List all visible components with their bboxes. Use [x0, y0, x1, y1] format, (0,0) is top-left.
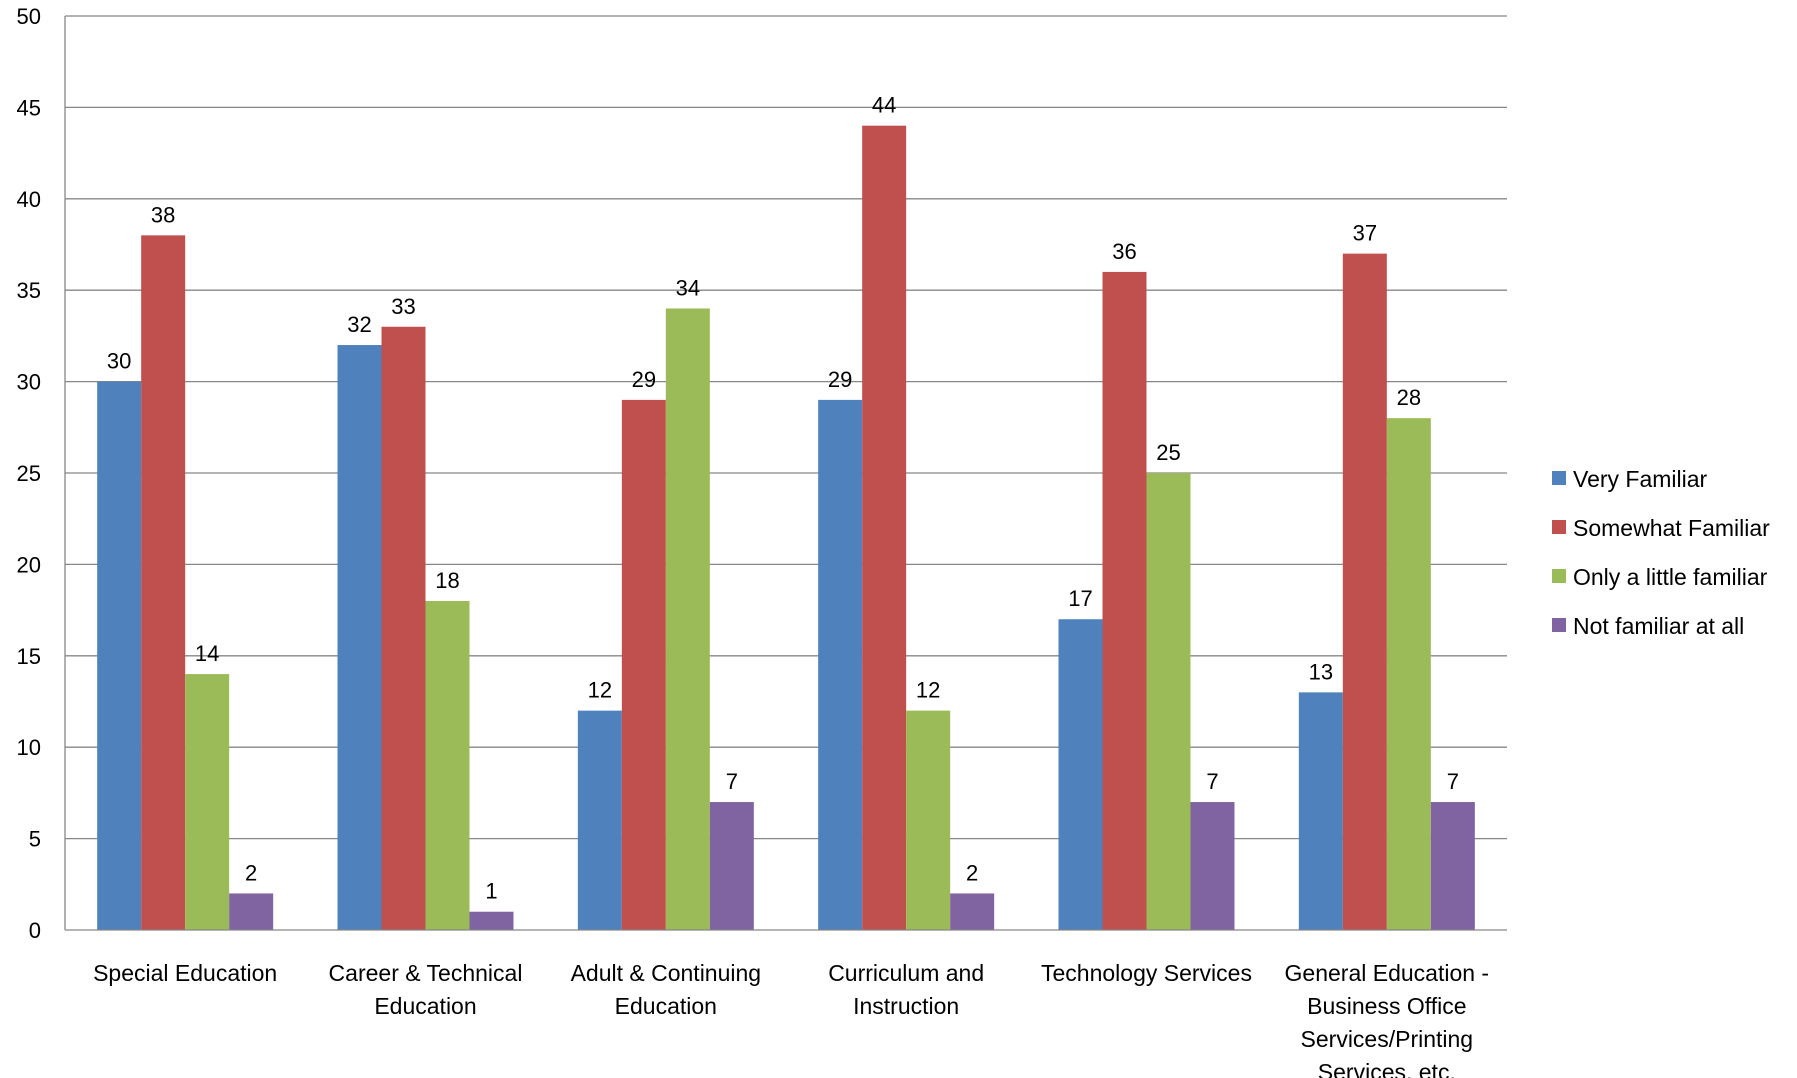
- data-label: 34: [676, 275, 700, 300]
- data-label: 2: [245, 860, 257, 885]
- bar: [97, 381, 142, 931]
- bar: [1190, 802, 1235, 930]
- x-category-label: General Education -: [1285, 960, 1490, 986]
- data-label: 25: [1156, 440, 1180, 465]
- x-axis-categories: Special Education Career & Technical Educa…: [93, 960, 1489, 1078]
- bar: [906, 710, 951, 930]
- x-category-label: Adult & Continuing: [571, 960, 762, 986]
- legend: Very Familiar Somewhat Familiar Only a lit…: [1552, 466, 1770, 639]
- y-tick-label: 5: [29, 827, 41, 852]
- bar: [469, 911, 514, 930]
- data-label: 12: [916, 678, 940, 703]
- data-label: 30: [107, 349, 131, 374]
- x-category-label: Curriculum and: [828, 960, 984, 986]
- legend-swatch: [1552, 471, 1566, 485]
- bar: [337, 345, 382, 930]
- data-label: 44: [872, 93, 896, 118]
- bar: [141, 235, 186, 931]
- y-tick-label: 15: [17, 644, 41, 669]
- axes: [64, 16, 1507, 931]
- x-category-label: Education: [615, 993, 717, 1019]
- y-tick-label: 20: [17, 552, 41, 577]
- legend-label: Not familiar at all: [1573, 613, 1744, 639]
- gridlines: [65, 15, 1507, 840]
- bar: [1102, 271, 1147, 930]
- x-category-label: Education: [374, 993, 476, 1019]
- bar: [577, 710, 622, 930]
- y-tick-label: 10: [17, 735, 41, 760]
- y-tick-label: 30: [17, 370, 41, 395]
- data-label: 37: [1353, 221, 1377, 246]
- bar: [1430, 802, 1475, 930]
- x-category-label: Technology Services: [1041, 960, 1252, 986]
- y-tick-label: 45: [17, 95, 41, 120]
- data-label: 12: [588, 678, 612, 703]
- data-label: 29: [632, 367, 656, 392]
- bar: [185, 674, 230, 930]
- y-tick-label: 35: [17, 278, 41, 303]
- data-label: 14: [195, 641, 219, 666]
- data-label: 2: [966, 860, 978, 885]
- bar: [1342, 253, 1387, 930]
- y-tick-label: 50: [17, 4, 41, 29]
- legend-swatch: [1552, 520, 1566, 534]
- legend-swatch: [1552, 569, 1566, 583]
- bar: [1298, 692, 1343, 930]
- data-label: 36: [1112, 239, 1136, 264]
- bar: [425, 600, 470, 930]
- bar: [1146, 473, 1191, 930]
- x-category-label: Career & Technical: [329, 960, 523, 986]
- bar: [1058, 619, 1103, 930]
- bar: [381, 326, 426, 930]
- y-tick-label: 40: [17, 187, 41, 212]
- legend-label: Somewhat Familiar: [1573, 515, 1770, 541]
- y-tick-label: 0: [29, 918, 41, 943]
- data-label: 13: [1309, 659, 1333, 684]
- bar: [1386, 418, 1431, 930]
- data-label: 17: [1068, 586, 1092, 611]
- bar: [709, 802, 754, 930]
- y-axis-ticks: 0 5 10 15 20 25 30 35 40 45 50: [17, 4, 41, 943]
- data-label: 7: [726, 769, 738, 794]
- data-label: 29: [828, 367, 852, 392]
- data-label: 33: [391, 294, 415, 319]
- bar: [862, 125, 907, 931]
- data-label: 18: [435, 568, 459, 593]
- legend-label: Only a little familiar: [1573, 564, 1768, 590]
- bar: [665, 308, 710, 931]
- bar: [229, 893, 274, 930]
- data-label: 7: [1206, 769, 1218, 794]
- data-label: 38: [151, 202, 175, 227]
- bar: [950, 893, 995, 930]
- x-category-label: Services/Printing: [1301, 1026, 1474, 1052]
- bar: [818, 399, 863, 930]
- data-label: 28: [1397, 385, 1421, 410]
- data-label: 7: [1447, 769, 1459, 794]
- x-category-label: Special Education: [93, 960, 277, 986]
- y-tick-label: 25: [17, 461, 41, 486]
- x-category-label: Business Office: [1307, 993, 1466, 1019]
- data-labels: 3032122917133833294436371418341225282172…: [107, 93, 1459, 904]
- legend-label: Very Familiar: [1573, 466, 1708, 492]
- bars: [97, 125, 1475, 931]
- bar: [621, 399, 666, 930]
- data-label: 1: [485, 879, 497, 904]
- x-category-label: Instruction: [853, 993, 959, 1019]
- data-label: 32: [347, 312, 371, 337]
- legend-swatch: [1552, 618, 1566, 632]
- x-category-label: Services, etc.: [1318, 1059, 1456, 1078]
